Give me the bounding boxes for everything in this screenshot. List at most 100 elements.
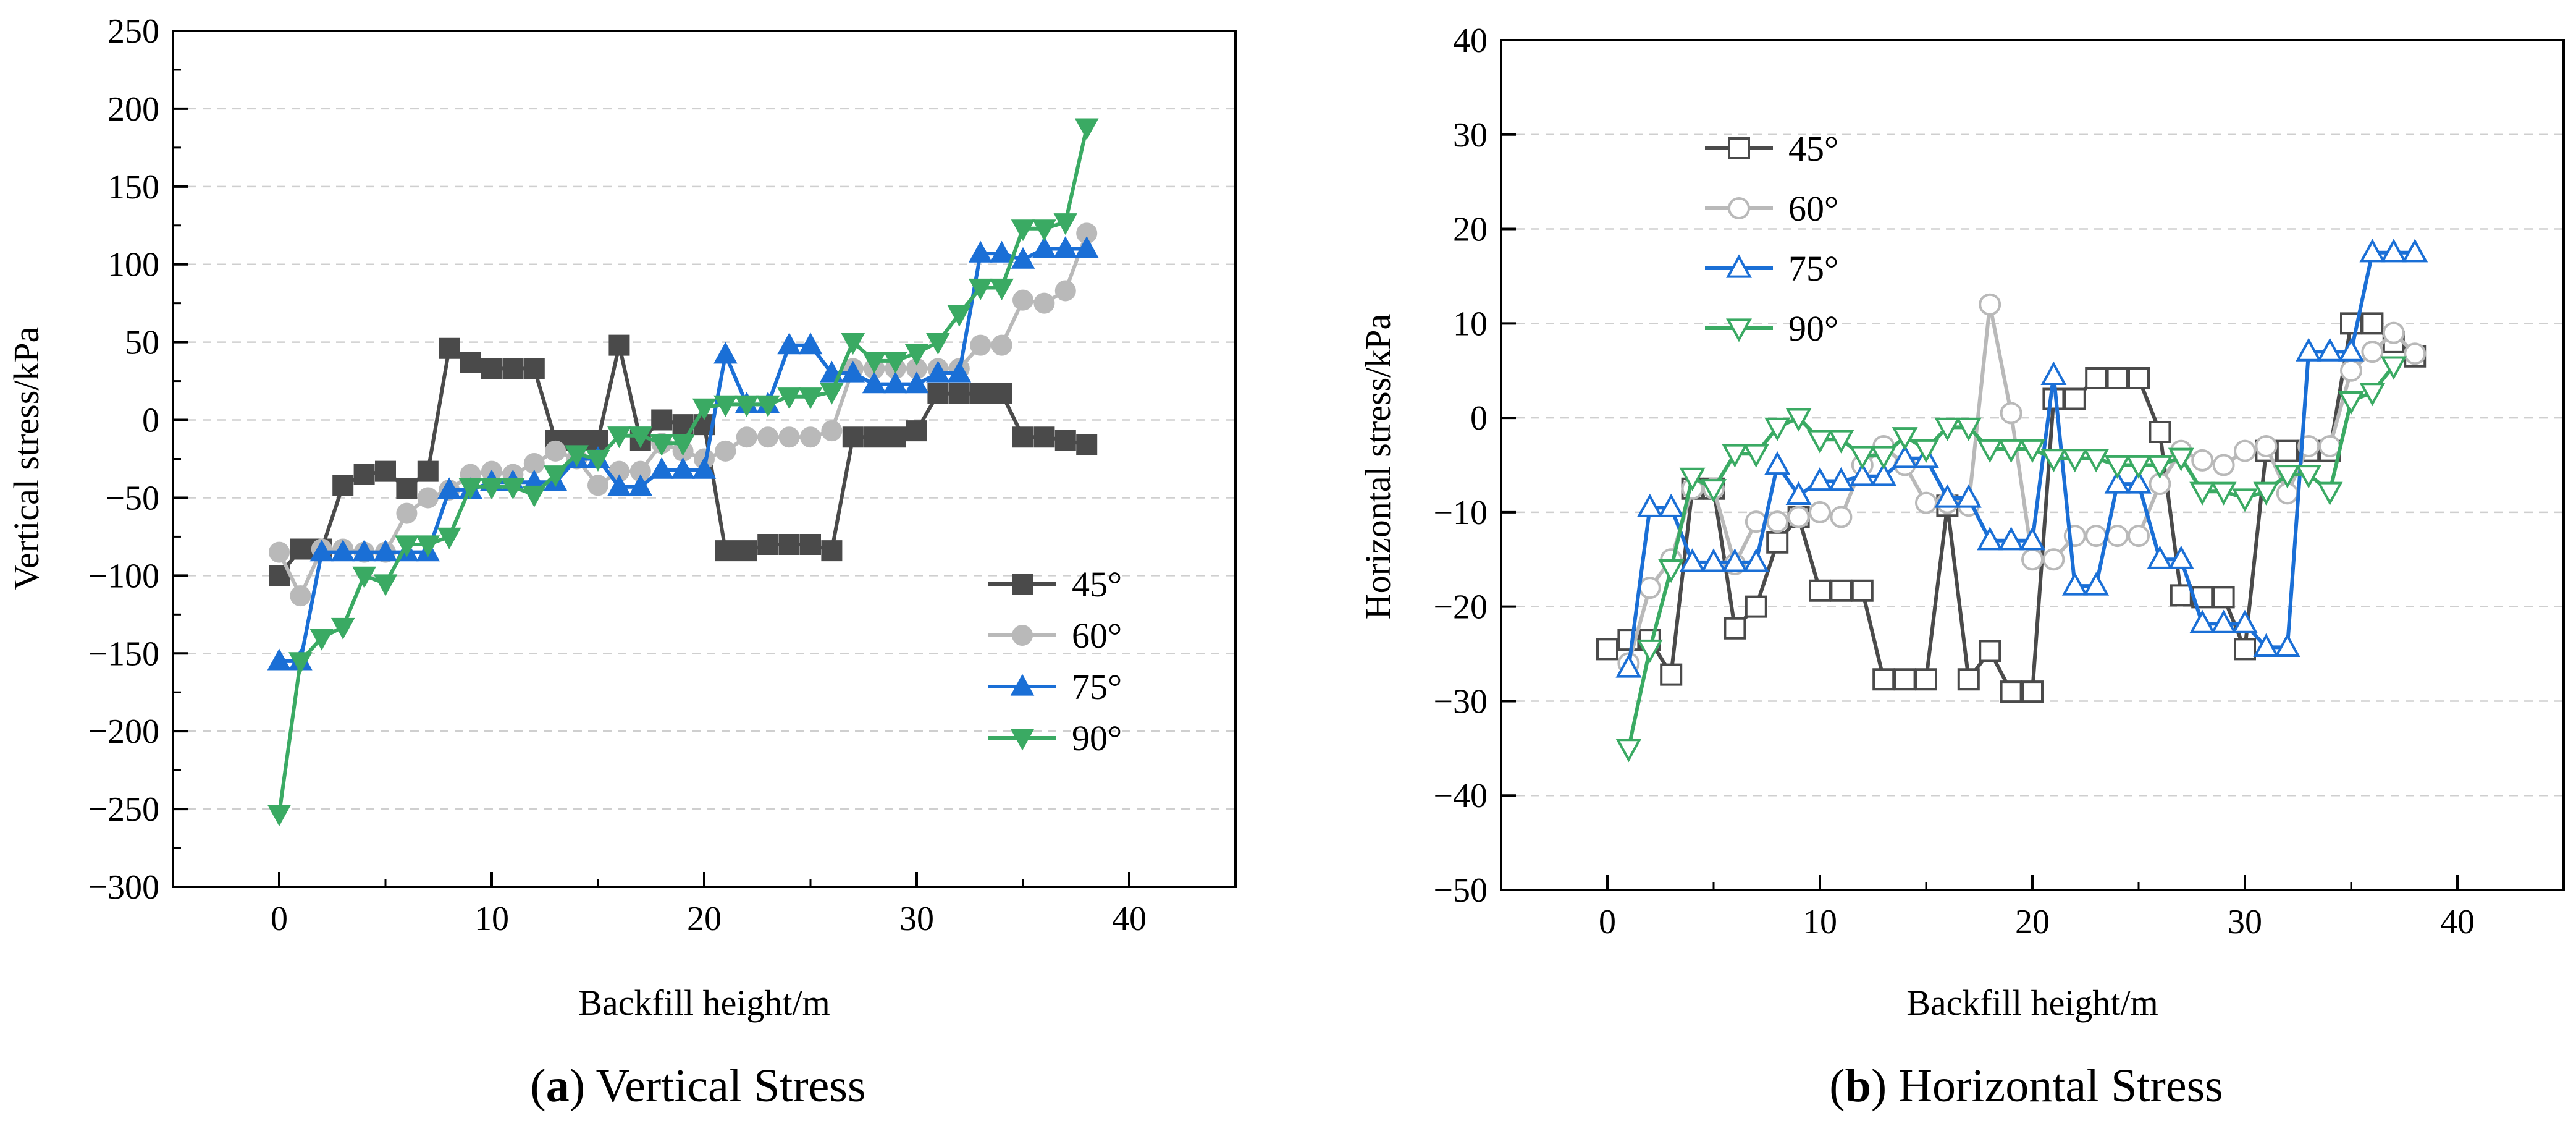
data-point xyxy=(1830,506,1853,528)
vertical-stress-chart: −300 −250 −200 −150 −100 −50 0 50 100 150 200 250 0 1… xyxy=(6,12,1237,1112)
data-point xyxy=(2318,434,2341,457)
legend-label: 60° xyxy=(1072,616,1122,656)
data-point xyxy=(2040,449,2067,473)
y-tick-label: 20 xyxy=(1453,211,1488,249)
data-point xyxy=(2212,586,2235,609)
data-point xyxy=(1828,467,1854,491)
data-point xyxy=(906,420,927,442)
data-point xyxy=(309,629,334,651)
data-point xyxy=(269,565,290,586)
data-point xyxy=(628,474,653,496)
data-point xyxy=(1892,444,1918,468)
series-0 xyxy=(1596,312,2427,703)
data-point xyxy=(1957,668,1980,691)
data-point xyxy=(926,360,950,383)
x-tick-label: 40 xyxy=(1112,900,1147,938)
data-point xyxy=(800,426,821,448)
data-point xyxy=(2063,387,2086,410)
data-point xyxy=(862,371,886,394)
legend-item: 45° xyxy=(1705,129,1838,169)
data-point xyxy=(692,457,717,479)
data-point xyxy=(1809,579,1831,602)
caption-title: Horizontal Stress xyxy=(1898,1060,2223,1112)
data-point xyxy=(1955,484,1982,508)
legend-label: 90° xyxy=(1072,718,1122,758)
data-point xyxy=(1054,430,1076,451)
y-tick-label: −10 xyxy=(1433,494,1488,532)
y-tick-label: −20 xyxy=(1433,588,1488,627)
data-point xyxy=(1032,219,1056,242)
x-tick-label: 0 xyxy=(1599,903,1616,941)
data-point xyxy=(2189,481,2216,506)
x-tick-label: 30 xyxy=(899,900,934,938)
data-point xyxy=(671,434,695,456)
legend-item: 60° xyxy=(1705,188,1838,229)
data-point xyxy=(437,477,461,499)
data-point xyxy=(2126,470,2152,494)
data-point xyxy=(2019,527,2045,551)
data-point xyxy=(586,449,610,472)
data-point xyxy=(1934,417,1961,441)
data-point xyxy=(417,460,439,482)
data-point xyxy=(1871,462,1897,486)
x-axis-label: Backfill height/m xyxy=(1906,983,2158,1023)
data-point xyxy=(2170,584,2192,607)
data-point xyxy=(1872,668,1895,691)
data-point xyxy=(1955,417,1982,441)
data-point xyxy=(1745,595,1767,618)
data-point xyxy=(396,502,418,524)
data-point xyxy=(543,465,568,488)
data-point xyxy=(968,278,993,300)
data-point xyxy=(2361,312,2384,335)
data-point xyxy=(1787,506,1810,528)
data-point xyxy=(1615,739,1642,763)
data-point xyxy=(883,371,907,394)
y-tick-label: 0 xyxy=(1470,399,1488,438)
data-point xyxy=(990,278,1014,300)
data-point xyxy=(267,805,292,827)
data-point xyxy=(1849,446,1875,470)
data-point xyxy=(2042,548,2065,571)
data-point xyxy=(1011,219,1035,242)
data-point xyxy=(1913,439,1939,464)
legend-marker xyxy=(1728,137,1750,159)
data-point xyxy=(416,535,440,557)
data-point xyxy=(1998,439,2024,464)
data-point xyxy=(1615,654,1642,678)
data-point xyxy=(821,420,843,442)
data-point xyxy=(1828,430,1854,454)
data-point xyxy=(1785,408,1812,432)
data-point xyxy=(713,395,738,417)
data-point xyxy=(2085,525,2108,548)
data-point xyxy=(2147,455,2173,480)
data-point xyxy=(1871,446,1897,470)
data-point xyxy=(2253,633,2279,657)
data-point xyxy=(1076,434,1098,455)
data-point xyxy=(2338,337,2364,362)
y-axis-label: Vertical stress/kPa xyxy=(6,327,46,591)
data-point xyxy=(1722,548,1748,572)
data-point xyxy=(820,383,844,405)
caption-letter: b xyxy=(1845,1060,1871,1112)
legend-label: 75° xyxy=(1788,248,1838,289)
data-point xyxy=(649,457,674,479)
data-point xyxy=(2296,337,2322,362)
caption: (a) Vertical Stress xyxy=(530,1060,865,1112)
legend: 45° 60° 75° 90° xyxy=(988,564,1122,758)
data-point xyxy=(1012,289,1033,311)
data-point xyxy=(842,426,864,448)
y-tick-label: 200 xyxy=(107,90,159,129)
data-point xyxy=(2168,545,2194,569)
data-point xyxy=(1764,451,1791,475)
data-point xyxy=(778,534,800,555)
data-point xyxy=(1766,531,1789,554)
data-point xyxy=(1785,481,1812,505)
data-point xyxy=(991,383,1012,404)
data-point xyxy=(353,464,375,485)
legend-label: 45° xyxy=(1788,129,1838,169)
series-3 xyxy=(1615,356,2407,763)
data-point xyxy=(1977,527,2003,551)
data-point xyxy=(607,426,631,449)
data-point xyxy=(439,337,460,359)
y-tick-label: 10 xyxy=(1453,305,1488,343)
